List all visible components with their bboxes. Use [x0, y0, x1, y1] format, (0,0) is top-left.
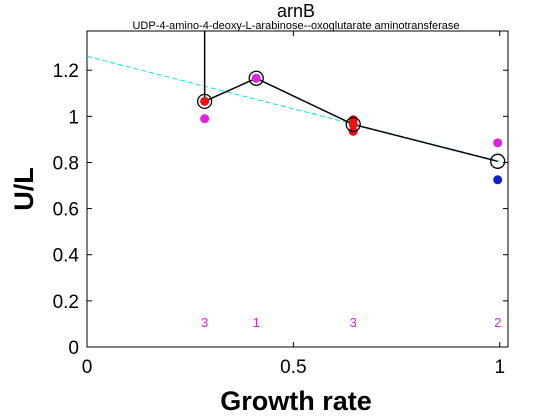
y-tick-label-7: 1.2: [53, 61, 79, 82]
data-point-3: [251, 73, 261, 83]
x-axis-label: Growth rate: [220, 386, 372, 416]
y-tick-label-4: 0.6: [53, 200, 79, 221]
mean-marker-2: [248, 70, 264, 86]
data-point-8: [493, 175, 503, 185]
x-tick-label-3: 1: [494, 357, 505, 378]
chart-marks: 3 1 3 2: [86, 31, 506, 330]
x-tick-label-1: 0: [82, 357, 93, 378]
count-label-1: 3: [201, 315, 208, 330]
data-point-2: [200, 96, 210, 106]
plot-area: [86, 30, 509, 348]
mean-marker-1: [196, 93, 213, 110]
y-tick-label-6: 1: [68, 107, 79, 128]
y-axis-label: U/L: [9, 167, 39, 211]
data-point-5: [348, 119, 358, 129]
chart-subtitle: UDP-4-amino-4-deoxy-L-arabinose--oxoglut…: [132, 20, 459, 32]
count-label-4: 2: [494, 315, 501, 330]
data-point-7: [493, 138, 503, 148]
y-tick-label-2: 0.2: [53, 292, 79, 313]
y-tick-label-1: 0: [68, 338, 79, 359]
axis-ticks: 0 0.5 1 0 0.2 0.4 0.6 0.8 1 1.2: [53, 31, 508, 378]
mean-marker-4: [490, 153, 506, 169]
mean-line: [204, 77, 498, 163]
y-tick-label-3: 0.4: [53, 246, 80, 267]
chart-title: arnB: [277, 1, 315, 21]
data-point-1: [200, 114, 210, 124]
count-label-2: 1: [253, 315, 260, 330]
x-tick-label-2: 0.5: [280, 357, 306, 378]
y-tick-label-5: 0.8: [53, 153, 79, 174]
mean-marker-3: [345, 116, 361, 133]
count-label-3: 3: [350, 315, 357, 330]
